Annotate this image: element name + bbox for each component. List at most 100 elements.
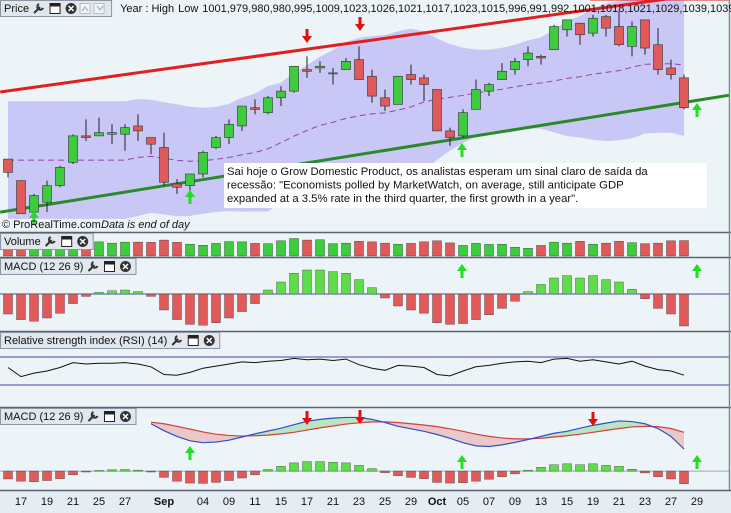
macd-bar — [406, 293, 416, 311]
volume-bar — [354, 241, 364, 257]
candle-body — [120, 127, 130, 135]
volume-bar — [211, 243, 221, 257]
macd-bar — [419, 293, 429, 314]
x-tick-label: 21 — [327, 496, 339, 508]
x-tick-label: 27 — [665, 496, 677, 508]
candle-body — [3, 158, 13, 173]
candle-body — [198, 152, 208, 175]
candle-body — [497, 70, 507, 80]
volume-bar — [94, 241, 104, 257]
macd-fill — [606, 420, 619, 431]
macd-bar — [653, 293, 663, 309]
macd-bar — [523, 291, 533, 295]
macd-bar — [302, 461, 312, 472]
signal-arrow — [302, 29, 312, 43]
window-icon-bar — [188, 335, 199, 339]
macd-bar — [29, 293, 39, 322]
macd-line — [150, 416, 685, 450]
x-tick-label: 29 — [405, 496, 417, 508]
header-box — [0, 258, 137, 275]
settings-icon[interactable] — [44, 236, 56, 247]
macd-fill — [164, 423, 177, 437]
settings-icon[interactable] — [171, 335, 183, 346]
settings-icon[interactable] — [33, 3, 44, 14]
close-icon-cross — [122, 413, 129, 420]
volume-bar — [133, 241, 143, 257]
macd-bar — [159, 293, 169, 311]
macd-fill — [190, 429, 203, 443]
signal-arrow — [457, 455, 467, 469]
volume-bar — [120, 241, 130, 257]
signal-arrow — [692, 455, 702, 469]
annotation-box — [224, 163, 707, 208]
x-tick-label: 29 — [691, 496, 703, 508]
volume-bar — [640, 243, 650, 257]
macd-bar — [211, 470, 221, 483]
macd-bar — [666, 293, 676, 315]
macd-bar — [16, 470, 26, 482]
candle-body — [302, 69, 312, 72]
volume-bar — [367, 241, 377, 257]
range-label: Year : High Low 1001,979,980,980,995,1009,… — [120, 3, 731, 15]
move-icon-arrow — [81, 5, 89, 12]
macd-bar — [380, 470, 390, 473]
volume-bar — [302, 239, 312, 257]
macd-bar — [627, 289, 637, 295]
x-tick-label: 19 — [587, 496, 599, 508]
macd-fill — [398, 422, 411, 429]
candle-body — [432, 89, 442, 132]
window-icon-bar — [61, 236, 72, 240]
candle-body — [601, 16, 611, 29]
macd-bar — [68, 293, 78, 304]
x-axis-background — [0, 490, 731, 513]
macd-bar — [367, 468, 377, 472]
macd-bar — [341, 462, 351, 472]
move-icon[interactable] — [79, 3, 91, 14]
signal-arrow — [692, 103, 702, 117]
candle-body — [328, 72, 338, 75]
macd-bar — [146, 293, 156, 297]
candle-body — [172, 183, 182, 188]
volume-bar — [666, 240, 676, 257]
macd-bar — [55, 470, 65, 479]
settings-icon[interactable] — [87, 261, 99, 272]
macd-bar — [588, 463, 598, 472]
macd-fill — [203, 431, 216, 443]
volume-bar — [289, 238, 299, 257]
bollinger-band — [8, 0, 684, 219]
macd-bar — [302, 269, 312, 295]
macd-bar — [237, 470, 247, 479]
candle-body — [536, 56, 546, 59]
candle-body — [29, 195, 39, 213]
macd-bar — [172, 470, 182, 482]
macd-bar — [81, 470, 91, 473]
macd-bar — [133, 469, 143, 472]
macd-bar — [562, 463, 572, 472]
panel-title: MACD (12 26 9) — [4, 411, 83, 423]
macd-bar — [640, 470, 650, 474]
data-note: Data is end of day — [101, 219, 191, 231]
candle-body — [68, 135, 78, 163]
x-tick-label: 25 — [93, 496, 105, 508]
volume-bar — [575, 241, 585, 257]
volume-bar — [393, 243, 403, 257]
x-tick-label: 21 — [67, 496, 79, 508]
volume-bar — [627, 242, 637, 257]
macd-bar — [276, 466, 286, 472]
macd-bar — [68, 470, 78, 476]
volume-bar — [601, 242, 611, 257]
candle-body — [16, 180, 26, 215]
range-part: Low — [178, 3, 198, 15]
candle-body — [484, 84, 494, 92]
x-tick-label: 21 — [613, 496, 625, 508]
settings-icon[interactable] — [87, 411, 99, 422]
volume-bar — [341, 242, 351, 257]
macd-bar — [536, 467, 546, 472]
copyright: © ProRealTime.com — [2, 219, 101, 231]
volume-bar — [445, 242, 455, 257]
signal-line — [150, 421, 685, 440]
x-tick-label: 07 — [483, 496, 495, 508]
candle-body — [445, 130, 455, 138]
macd-bar — [393, 293, 403, 307]
